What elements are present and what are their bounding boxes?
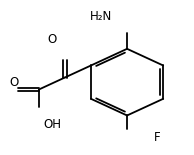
Text: F: F [154, 131, 160, 144]
Text: H₂N: H₂N [90, 10, 112, 23]
Text: O: O [9, 76, 18, 89]
Text: O: O [48, 33, 57, 46]
Text: OH: OH [43, 118, 61, 131]
